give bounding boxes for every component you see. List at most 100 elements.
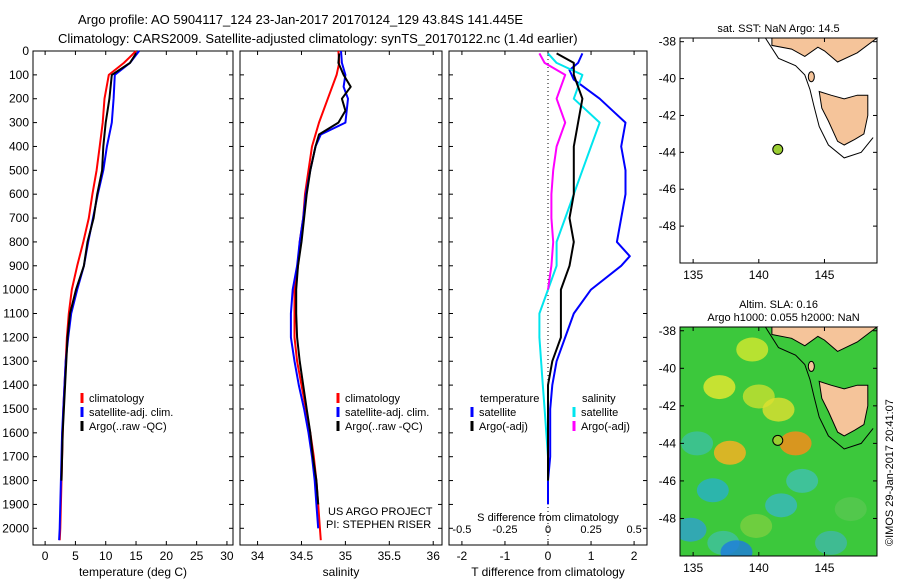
x-tick-label: 35.5 [378, 549, 402, 563]
sla-blob [762, 397, 795, 422]
series-line [295, 53, 352, 505]
y-tick-label: 600 [9, 187, 29, 201]
y-tick-label: 2000 [2, 521, 29, 535]
imos-credit: ©IMOS 29-Jan-2017 20:41:07 [884, 399, 896, 546]
y-tick-label: 1700 [2, 450, 29, 464]
map-y-tick-label: -42 [659, 108, 677, 122]
sla-blob [681, 431, 714, 456]
map-x-tick-label: 140 [749, 561, 769, 575]
y-tick-label: 1500 [2, 402, 29, 416]
sla-field [680, 337, 867, 556]
land-victoria [771, 326, 879, 352]
map-y-tick-label: -44 [659, 436, 677, 450]
series-line [538, 52, 601, 481]
x-tick-label: 2 [631, 549, 638, 563]
map-y-tick-label: -46 [659, 474, 677, 488]
y-tick-label: 900 [9, 259, 29, 273]
land-victoria [771, 37, 879, 63]
legend-label: Argo(-adj) [581, 421, 630, 433]
x-tick-label: 10 [99, 549, 113, 563]
map-x-tick-label: 135 [683, 561, 703, 575]
salinity-diff-axis-label: S difference from climatology [477, 512, 619, 524]
x-axis-label: T difference from climatology [471, 565, 625, 579]
sla-blob [786, 468, 819, 493]
map-x-tick-label: 145 [814, 561, 834, 575]
map-y-tick-label: -42 [659, 399, 677, 413]
y-tick-label: 400 [9, 139, 29, 153]
y-tick-label: 1000 [2, 283, 29, 297]
series-line [538, 52, 567, 290]
argo-position-marker [772, 143, 784, 155]
x-tick-label: 20 [160, 549, 174, 563]
pi-credit: PI: STEPHEN RISER [326, 519, 431, 531]
legend-label: satellite [479, 407, 516, 419]
sla-blob [736, 337, 769, 362]
sla-blob [703, 375, 736, 400]
map-frame [679, 326, 878, 557]
sla-blob [779, 431, 812, 456]
y-tick-label: 200 [9, 92, 29, 106]
argo-position-marker [772, 434, 784, 446]
map-frame [679, 37, 878, 264]
temperature-profile-panel: 0100200300400500600700800900100011001200… [2, 44, 234, 579]
y-tick-label: 300 [9, 116, 29, 130]
legend-label: climatology [89, 393, 145, 405]
sla-blob [696, 478, 729, 503]
x-tick-label: 0 [545, 549, 552, 563]
x-tick-label: 0 [42, 549, 49, 563]
x-tick-label: 34 [251, 549, 265, 563]
map-y-tick-label: -38 [659, 324, 677, 338]
sla-blob [680, 517, 707, 542]
legend-label: Argo(..raw -QC) [345, 421, 423, 433]
x-tick-label: -1 [500, 549, 511, 563]
salinity-diff-tick-label: 0 [545, 524, 551, 536]
sla-blob [834, 497, 867, 522]
y-tick-label: 1100 [3, 307, 29, 321]
map-y-tick-label: -40 [659, 361, 677, 375]
x-tick-label: 25 [190, 549, 204, 563]
map-title: Altim. SLA: 0.16 [739, 299, 818, 311]
sla-blob [720, 540, 753, 556]
series-line [289, 50, 349, 529]
legend-label: satellite [581, 407, 618, 419]
series-line [60, 52, 137, 481]
x-tick-label: 30 [220, 549, 234, 563]
series-line [547, 52, 584, 481]
y-tick-label: 700 [9, 211, 29, 225]
sla-blob [740, 513, 773, 538]
y-tick-label: 1300 [2, 354, 29, 368]
difference-profile-panel: -2 -1 0 1 2 T difference from climatology -0.5… [448, 50, 648, 579]
y-tick-label: 1800 [2, 474, 29, 488]
map-y-tick-label: -48 [659, 511, 677, 525]
map-x-tick-label: 135 [683, 268, 703, 282]
map-y-tick-label: -48 [659, 219, 677, 233]
y-tick-label: 1200 [2, 330, 29, 344]
salinity-legend-title: salinity [582, 393, 616, 405]
legend-label: climatology [345, 393, 401, 405]
map-y-tick-label: -44 [659, 145, 677, 159]
x-tick-label: 36 [427, 549, 441, 563]
land-tasmania [818, 90, 869, 146]
salinity-diff-tick-label: 0.25 [580, 524, 601, 536]
legend-label: Argo(..raw -QC) [89, 421, 167, 433]
x-tick-label: 1 [588, 549, 595, 563]
legend-label: satellite-adj. clim. [89, 407, 173, 419]
y-tick-label: 1600 [2, 426, 29, 440]
series-line [58, 50, 137, 541]
map-x-tick-label: 140 [749, 268, 769, 282]
map-y-tick-label: -40 [659, 72, 677, 86]
map-title: Argo h1000: 0.055 h2000: NaN [707, 312, 859, 324]
map-y-tick-label: -46 [659, 182, 677, 196]
legend-label: satellite-adj. clim. [345, 407, 429, 419]
y-tick-label: 100 [9, 68, 29, 82]
x-tick-label: 5 [72, 549, 79, 563]
title-line-2: Climatology: CARS2009. Satellite-adjuste… [58, 31, 578, 46]
map-x-tick-label: 145 [814, 268, 834, 282]
salinity-profile-panel: 34 34.5 35 35.5 36 salinity climatology satelli… [239, 50, 443, 579]
salinity-diff-tick-label: -0.5 [452, 524, 471, 536]
y-tick-label: 1400 [2, 378, 29, 392]
x-axis-label: temperature (deg C) [79, 565, 187, 579]
temperature-legend-title: temperature [480, 393, 539, 405]
